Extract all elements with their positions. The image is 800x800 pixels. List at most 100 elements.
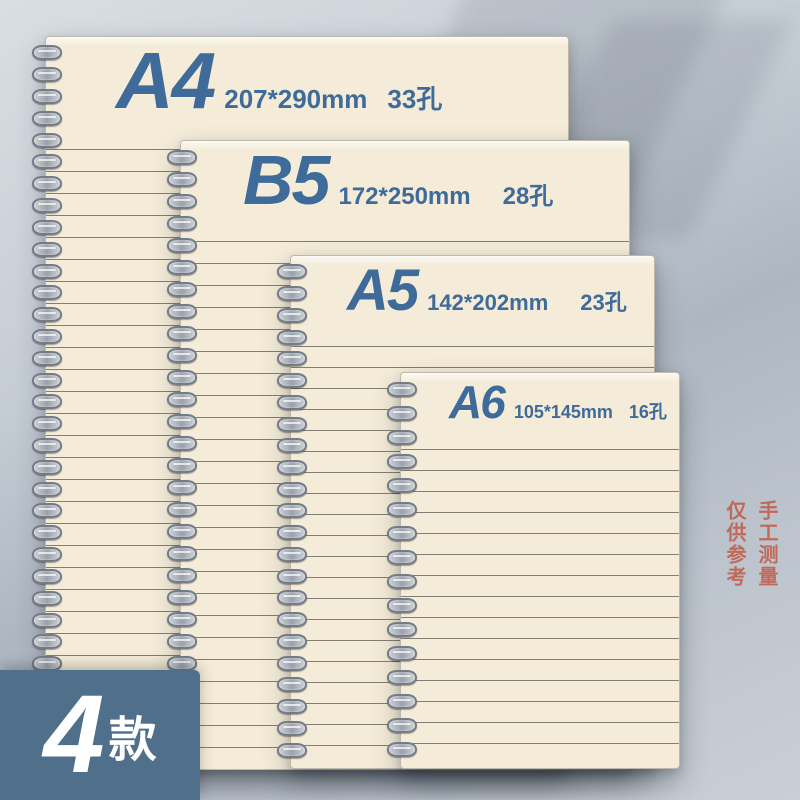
coil-ring (32, 373, 62, 388)
coil-ring (387, 574, 417, 589)
coil-ring (277, 590, 307, 605)
coil-ring (167, 238, 197, 253)
coil-ring (32, 242, 62, 257)
coil-ring (387, 550, 417, 565)
measurement-disclaimer: 手工测量 仅供参考 (718, 500, 782, 588)
coil-ring (32, 503, 62, 518)
coil-ring (387, 454, 417, 469)
coil-ring (32, 438, 62, 453)
variant-count-number: 4 (43, 680, 100, 790)
coil-ring (167, 260, 197, 275)
size-dimensions: 105*145mm (514, 402, 613, 423)
coil-ring (277, 743, 307, 758)
coil-ring (32, 416, 62, 431)
coil-ring (167, 458, 197, 473)
notebook-a6: A6 105*145mm 16孔 (400, 372, 680, 769)
size-holes: 28孔 (503, 176, 554, 211)
variant-count-badge: 4 款 (0, 670, 200, 800)
size-name: A6 (449, 383, 504, 422)
coil-ring (167, 370, 197, 385)
disclaimer-line: 手工测量 (755, 500, 777, 588)
coil-ring (167, 348, 197, 363)
coil-ring (387, 622, 417, 637)
disclaimer-line: 仅供参考 (723, 500, 745, 588)
coil-ring (167, 634, 197, 649)
size-name: A5 (347, 266, 417, 315)
coil-ring (32, 460, 62, 475)
coil-ring (387, 670, 417, 685)
spiral-binding-a5 (277, 261, 307, 761)
coil-ring (387, 742, 417, 757)
coil-ring (387, 694, 417, 709)
coil-ring (387, 406, 417, 421)
coil-ring (277, 482, 307, 497)
coil-ring (167, 326, 197, 341)
size-label-a4: A4207*290mm33孔 (116, 47, 442, 116)
coil-ring (32, 89, 62, 104)
size-dimensions: 172*250mm (338, 183, 470, 211)
coil-ring (167, 656, 197, 671)
coil-ring (167, 150, 197, 165)
coil-ring (32, 154, 62, 169)
size-label-a5: A5 142*202mm 23孔 (347, 266, 627, 317)
coil-ring (32, 176, 62, 191)
coil-ring (167, 304, 197, 319)
size-label-b5: B5 172*250mm 28孔 (243, 151, 553, 211)
stage: A4207*290mm33孔 B5 172*250mm 28孔 A5 142*202mm 2… (0, 0, 800, 800)
coil-ring (32, 67, 62, 82)
coil-ring (167, 172, 197, 187)
coil-ring (277, 395, 307, 410)
size-dimensions: 142*202mm (427, 290, 548, 316)
coil-ring (167, 194, 197, 209)
coil-ring (167, 282, 197, 297)
size-holes: 23孔 (580, 285, 626, 317)
coil-ring (277, 699, 307, 714)
coil-ring (387, 478, 417, 493)
coil-ring (167, 414, 197, 429)
coil-ring (277, 634, 307, 649)
coil-ring (167, 524, 197, 539)
coil-ring (32, 198, 62, 213)
coil-ring (167, 568, 197, 583)
coil-ring (32, 656, 62, 671)
ruled-lines (401, 449, 679, 768)
coil-ring (277, 612, 307, 627)
coil-ring (167, 546, 197, 561)
coil-ring (277, 286, 307, 301)
coil-ring (277, 503, 307, 518)
coil-ring (32, 329, 62, 344)
coil-ring (167, 502, 197, 517)
coil-ring (32, 547, 62, 562)
coil-ring (32, 394, 62, 409)
coil-ring (387, 382, 417, 397)
coil-ring (277, 308, 307, 323)
coil-ring (277, 547, 307, 562)
coil-ring (32, 613, 62, 628)
coil-ring (277, 656, 307, 671)
coil-ring (387, 430, 417, 445)
coil-ring (277, 351, 307, 366)
coil-ring (32, 285, 62, 300)
coil-ring (32, 307, 62, 322)
coil-ring (167, 480, 197, 495)
coil-ring (387, 526, 417, 541)
coil-ring (387, 718, 417, 733)
coil-ring (277, 677, 307, 692)
coil-ring (387, 502, 417, 517)
coil-ring (277, 373, 307, 388)
size-name: B5 (243, 151, 328, 211)
coil-ring (32, 133, 62, 148)
coil-ring (32, 45, 62, 60)
coil-ring (32, 111, 62, 126)
size-holes: 16孔 (629, 398, 667, 424)
coil-ring (32, 591, 62, 606)
coil-ring (277, 460, 307, 475)
coil-ring (387, 646, 417, 661)
coil-ring (32, 264, 62, 279)
coil-ring (277, 264, 307, 279)
size-dimensions: 207*290mm (224, 84, 367, 115)
coil-ring (277, 438, 307, 453)
variant-count-unit: 款 (109, 700, 157, 770)
spiral-binding-a4 (32, 42, 62, 762)
coil-ring (32, 634, 62, 649)
